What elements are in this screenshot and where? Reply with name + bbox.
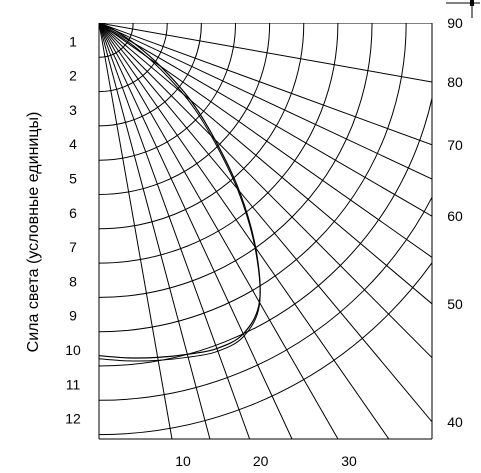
radius-label-9: 9	[69, 308, 77, 324]
angle-label-40: 40	[447, 414, 463, 430]
radius-label-6: 6	[69, 205, 77, 221]
radius-label-8: 8	[69, 273, 77, 289]
grid	[99, 23, 432, 439]
ray-50	[99, 23, 432, 305]
angle-label-20: 20	[253, 453, 269, 469]
radius-label-11: 11	[66, 376, 81, 392]
radius-label-10: 10	[65, 342, 81, 358]
ray-80	[99, 23, 432, 83]
y-axis-label: Сила света (условные единицы)	[25, 112, 42, 353]
radius-label-3: 3	[69, 102, 77, 118]
marker-tick	[470, 0, 474, 6]
angle-label-30: 30	[341, 453, 357, 469]
marker-icon	[446, 0, 480, 18]
angle-label-50: 50	[447, 296, 463, 312]
radius-label-2: 2	[69, 68, 77, 84]
radius-label-7: 7	[69, 239, 77, 255]
ray-60	[99, 23, 432, 217]
curve-layer	[99, 23, 261, 362]
ray-35	[99, 23, 390, 439]
angle-label-10: 10	[175, 453, 191, 469]
intensity-curve-shadow	[99, 25, 261, 362]
ray-10	[99, 23, 173, 439]
ray-20	[99, 23, 251, 439]
angle-label-60: 60	[447, 208, 463, 224]
angle-label-90: 90	[447, 15, 463, 31]
angle-label-70: 70	[447, 137, 463, 153]
intensity-curve	[99, 23, 261, 359]
radius-label-12: 12	[65, 411, 81, 427]
ray-15	[99, 23, 211, 439]
radius-label-4: 4	[69, 136, 77, 152]
ray-25	[99, 23, 293, 439]
ray-40	[99, 23, 432, 423]
radius-label-1: 1	[69, 33, 77, 49]
ray-45	[99, 23, 432, 359]
ray-55	[99, 23, 432, 258]
ray-65	[99, 23, 432, 180]
radius-arc-12	[99, 261, 432, 436]
radius-label-5: 5	[69, 171, 77, 187]
ray-30	[99, 23, 339, 439]
frame	[98, 23, 433, 440]
angle-label-80: 80	[447, 74, 463, 90]
ray-70	[99, 23, 432, 146]
